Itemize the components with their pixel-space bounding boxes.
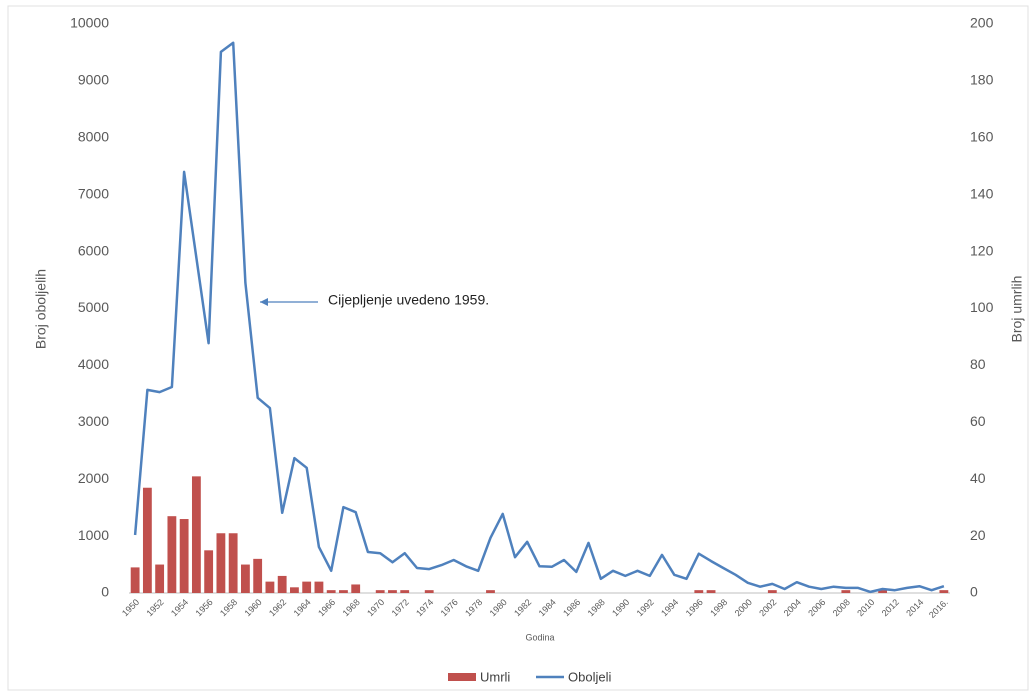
- line: [133, 41, 945, 594]
- bar: [216, 533, 226, 593]
- bar: [400, 590, 410, 593]
- bar: [155, 564, 165, 593]
- x-tick-label: 1962: [267, 597, 288, 618]
- bar: [240, 564, 250, 593]
- x-tick-label: 1996: [684, 597, 705, 618]
- x-tick-label: 2000: [733, 597, 754, 618]
- x-tick-label: 1960: [243, 597, 264, 618]
- x-tick-label: 1974: [414, 597, 435, 618]
- x-tick-label: 1982: [512, 597, 533, 618]
- x-tick-label: 1990: [610, 597, 631, 618]
- y-tick-label: 2000: [78, 470, 109, 486]
- bar: [326, 590, 336, 593]
- x-tick-label: 1992: [635, 597, 656, 618]
- x-tick-label: 1976: [439, 597, 460, 618]
- bar: [253, 558, 263, 593]
- y-tick-label: 7000: [78, 185, 109, 201]
- bar: [302, 581, 312, 593]
- x-tick-label: 1980: [488, 597, 509, 618]
- x-tick-label: 1956: [194, 597, 215, 618]
- bar: [130, 567, 140, 593]
- x-tick-label: 2016.: [927, 597, 950, 620]
- legend-label: Umrli: [480, 669, 510, 684]
- x-tick-label: 2010: [855, 597, 876, 618]
- bar: [878, 590, 888, 593]
- y2-tick-label: 120: [970, 242, 994, 258]
- y-tick-label: 3000: [78, 413, 109, 429]
- y2-tick-label: 80: [970, 356, 986, 372]
- y-tick-label: 9000: [78, 72, 109, 88]
- bar: [351, 584, 361, 593]
- x-tick-label: 2006: [806, 597, 827, 618]
- bar: [204, 550, 214, 593]
- x-tick-label: 1984: [537, 597, 558, 618]
- x-tick-label: 1970: [365, 597, 386, 618]
- x-tick-label: 2014: [904, 597, 925, 618]
- bar: [142, 487, 152, 593]
- x-tick-label: 1952: [144, 597, 165, 618]
- x-tick-label: 2004: [782, 597, 803, 618]
- bar: [694, 590, 704, 593]
- y2-tick-label: 160: [970, 129, 994, 145]
- x-tick-label: 1954: [169, 597, 190, 618]
- bar: [265, 581, 275, 593]
- bar: [191, 476, 201, 593]
- x-tick-label: 1998: [708, 597, 729, 618]
- bar: [388, 590, 397, 593]
- y-tick-label: 0: [101, 584, 109, 600]
- bar: [841, 590, 851, 593]
- bar: [167, 516, 177, 593]
- bar: [228, 533, 238, 593]
- x-tick-label: 1950: [120, 597, 141, 618]
- bar: [424, 590, 434, 593]
- x-tick-label: 2012: [880, 597, 901, 618]
- x-tick-label: 1994: [659, 597, 680, 618]
- bar: [290, 587, 299, 593]
- y-tick-label: 1000: [78, 527, 109, 543]
- x-tick-label: 1978: [463, 597, 484, 618]
- x-tick-label: 1958: [218, 597, 239, 618]
- x-tick-label: 1972: [390, 597, 411, 618]
- y-tick-label: 6000: [78, 242, 109, 258]
- y2-tick-label: 140: [970, 185, 994, 201]
- bar: [277, 575, 287, 593]
- y-tick-label: 5000: [78, 299, 109, 315]
- bar: [706, 590, 716, 593]
- y-tick-label: 10000: [70, 15, 109, 31]
- y2-tick-label: 60: [970, 413, 986, 429]
- bar: [486, 590, 495, 593]
- x-tick-label: 2002: [757, 597, 778, 618]
- bar: [339, 590, 348, 593]
- y2-tick-label: 0: [970, 584, 978, 600]
- bar: [179, 519, 189, 593]
- x-tick-label: 2008: [831, 597, 852, 618]
- bar: [314, 581, 324, 593]
- legend-label: Oboljeli: [568, 669, 611, 684]
- x-tick-label: 1986: [561, 597, 582, 618]
- x-tick-label: 1964: [292, 597, 313, 618]
- annotation: Cijepljenje uvedeno 1959.: [328, 292, 489, 308]
- y-tick-label: 4000: [78, 356, 109, 372]
- y2-tick-label: 100: [970, 299, 994, 315]
- legend-swatch: [448, 673, 476, 681]
- y2-axis-label: Broj umrlih: [1009, 276, 1025, 343]
- chart-frame: [7, 5, 1029, 691]
- y2-tick-label: 20: [970, 527, 986, 543]
- y-axis-label: Broj oboljelih: [33, 269, 49, 349]
- x-axis-label: Godina: [525, 632, 554, 642]
- y-tick-label: 8000: [78, 129, 109, 145]
- bar: [767, 590, 777, 593]
- y2-tick-label: 40: [970, 470, 986, 486]
- x-tick-label: 1988: [586, 597, 607, 618]
- x-tick-label: 1968: [341, 597, 362, 618]
- bar: [939, 590, 949, 593]
- y2-tick-label: 180: [970, 72, 994, 88]
- x-tick-label: 1966: [316, 597, 337, 618]
- bar: [375, 590, 385, 593]
- annotation-arrowhead: [260, 298, 268, 306]
- y2-tick-label: 200: [970, 15, 994, 31]
